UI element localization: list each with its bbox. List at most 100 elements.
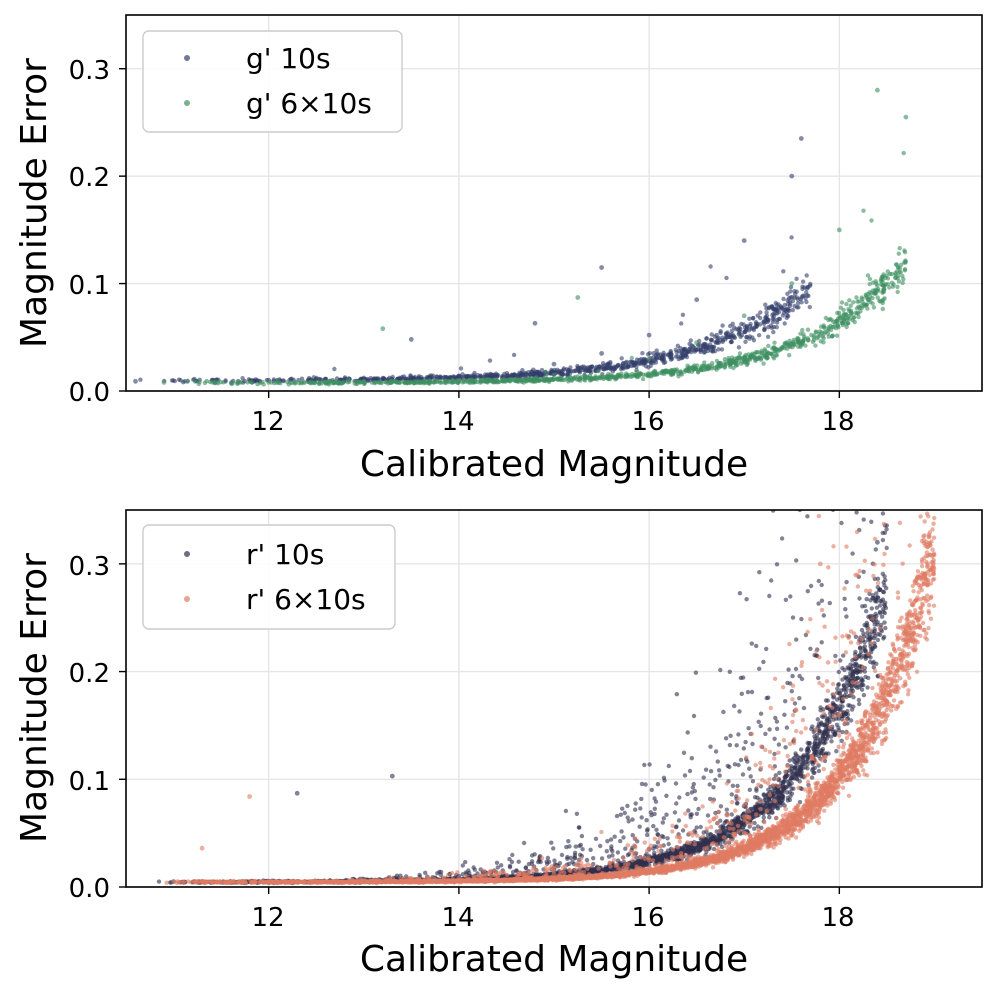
bottom-point [664,812,669,817]
bottom-point [663,853,668,859]
top-point [494,374,500,379]
bottom-point [818,751,823,756]
bottom-point [828,262,832,266]
bottom-point [851,704,856,709]
bottom-point [774,726,780,731]
bottom-point [705,813,711,818]
top-point [769,351,774,356]
bottom-point [850,674,856,679]
bottom-point [701,775,706,780]
top-point [813,329,819,334]
top-point [887,271,893,277]
top-point [276,380,281,385]
bottom-point [666,841,671,847]
bottom-point [880,511,886,516]
bottom-point [614,813,620,819]
top-point [758,310,763,315]
bottom-point [693,796,698,802]
bottom-point [686,848,691,853]
bottom-point [510,852,515,858]
bottom-point [608,837,614,842]
bottom-point [875,576,881,581]
bottom-point [754,786,759,791]
top-point [744,326,749,332]
bottom-point [859,687,865,692]
bottom-point [734,743,739,748]
bottom-point [767,815,772,820]
bottom-point [785,798,791,803]
top-point [867,281,872,287]
bottom-point [665,836,670,841]
bottom-point [864,609,869,614]
bottom-point [819,640,824,645]
top-point [361,378,367,384]
top-point [880,306,885,312]
bottom-point [690,785,695,790]
bottom-point [757,570,762,575]
bottom-point [801,753,806,758]
top-point [620,361,625,367]
top-point [805,327,811,332]
bottom-point [834,697,840,702]
bottom-point [559,852,565,858]
bottom-point [820,736,825,741]
bottom-point [618,812,623,817]
bottom-point [692,788,697,794]
top-point [896,273,901,279]
bottom-point [689,756,694,761]
bottom-point [834,749,839,754]
bottom-point [591,856,596,861]
top-legend-box [142,30,403,133]
bottom-point [713,749,719,754]
bottom-point [855,675,861,681]
bottom-point [843,607,848,612]
bottom-point [689,845,695,851]
bottom-point [572,853,578,858]
bottom-point [767,803,773,808]
bottom-point [720,825,725,830]
top-point [679,372,685,377]
top-point [865,273,871,278]
top-point [592,376,598,381]
top-point [887,285,892,290]
top-point [185,379,190,384]
top-point [851,300,856,305]
top-panel: 0.0 0.1 0.2 0.3 12 14 16 18 Calibrated M… [14,14,983,485]
bottom-point [819,582,824,588]
bottom-point [618,838,623,844]
bottom-point [883,232,887,236]
bottom-point [821,613,826,618]
top-point [764,306,769,311]
top-point [741,238,747,244]
bottom-point [741,827,746,832]
bottom-scatter-points [156,232,937,886]
top-point [472,370,477,376]
top-point [608,367,614,372]
top-point [434,379,439,384]
top-point [729,328,735,333]
top-point [812,337,817,343]
top-point [724,334,729,340]
bottom-point [880,399,884,403]
bottom-point [526,861,532,867]
bottom-point [821,739,826,745]
bottom-point [615,858,621,863]
top-point [744,335,749,340]
top-point [766,325,771,330]
top-tick-marks [119,68,841,398]
bottom-point [674,801,679,806]
bottom-point [839,520,844,526]
top-point [288,376,294,382]
bottom-point [788,397,792,401]
bottom-point [389,773,395,779]
top-point [138,377,143,382]
top-point [789,173,795,179]
top-point [848,303,853,308]
bottom-point [717,773,722,778]
top-point [669,352,674,357]
top-point [619,356,624,361]
top-point [881,272,886,277]
top-point [646,332,652,338]
bottom-point [572,856,578,861]
bottom-point [875,595,880,600]
